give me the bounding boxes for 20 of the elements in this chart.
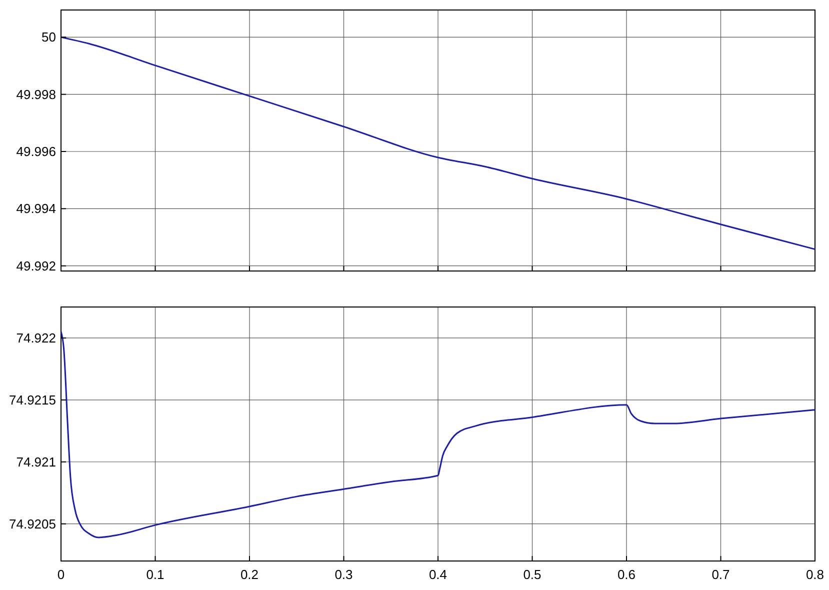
x-tick-label: 0.4 xyxy=(428,567,448,582)
x-tick-label: 0.3 xyxy=(334,567,353,582)
x-tick-label: 0.6 xyxy=(617,567,636,582)
y-tick-label: 49.992 xyxy=(16,258,56,274)
y-tick-label: 74.9215 xyxy=(9,392,56,408)
y-tick-label: 49.998 xyxy=(16,86,56,102)
y-tick-label: 74.921 xyxy=(16,454,56,470)
x-tick-label: 0.5 xyxy=(523,567,542,582)
x-tick-label: 0.8 xyxy=(806,567,824,582)
y-tick-label: 74.922 xyxy=(16,330,56,346)
line-series xyxy=(60,36,816,250)
y-tick-label: 74.9205 xyxy=(9,516,56,532)
x-tick-label: 0.7 xyxy=(712,567,730,582)
x-tick-label: 0 xyxy=(57,567,65,582)
x-tick-label: 0.2 xyxy=(240,567,259,582)
y-tick-label: 49.996 xyxy=(16,144,56,160)
y-tick-label: 49.994 xyxy=(16,201,56,216)
y-tick-label: 50 xyxy=(42,30,56,45)
line-series xyxy=(60,331,816,538)
x-tick-label: 0.1 xyxy=(146,567,164,582)
